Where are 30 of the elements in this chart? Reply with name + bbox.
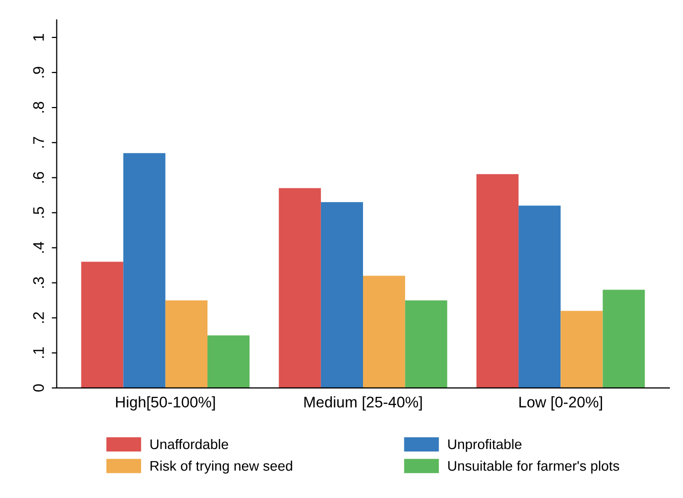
- y-tick-label: .8: [33, 102, 44, 113]
- bar: [320, 202, 364, 388]
- bar: [476, 174, 519, 388]
- bar: [123, 153, 166, 388]
- bar: [207, 335, 250, 388]
- bar: [363, 276, 406, 388]
- y-tick-label: .4: [33, 242, 44, 253]
- y-tick-label: .7: [33, 136, 44, 148]
- y-tick-label: .9: [33, 66, 44, 78]
- bar: [560, 310, 603, 388]
- bar: [81, 262, 124, 388]
- bar: [405, 300, 448, 388]
- bar: [165, 300, 208, 388]
- x-tick-label: High[50-100%]: [116, 396, 215, 411]
- y-tick-label: .6: [33, 172, 44, 183]
- y-tick-label: .5: [33, 206, 44, 218]
- y-tick-label: .1: [33, 347, 44, 358]
- bar: [602, 290, 645, 388]
- bar: [518, 206, 561, 388]
- legend-label: Unprofitable: [448, 438, 522, 452]
- legend-label: Unaffordable: [150, 438, 228, 450]
- y-tick-label: .3: [33, 277, 44, 288]
- y-tick-label: .2: [33, 312, 44, 323]
- y-tick-label: 1: [33, 34, 44, 41]
- legend-label: Risk of trying new seed: [150, 460, 292, 474]
- y-tick-label: 0: [33, 384, 44, 392]
- legend-label: Unsuitable for farmer's plots: [448, 460, 620, 474]
- x-tick-label: Medium [25-40%]: [304, 396, 422, 411]
- bar: [278, 188, 321, 388]
- x-tick-label: Low [0-20%]: [519, 396, 602, 411]
